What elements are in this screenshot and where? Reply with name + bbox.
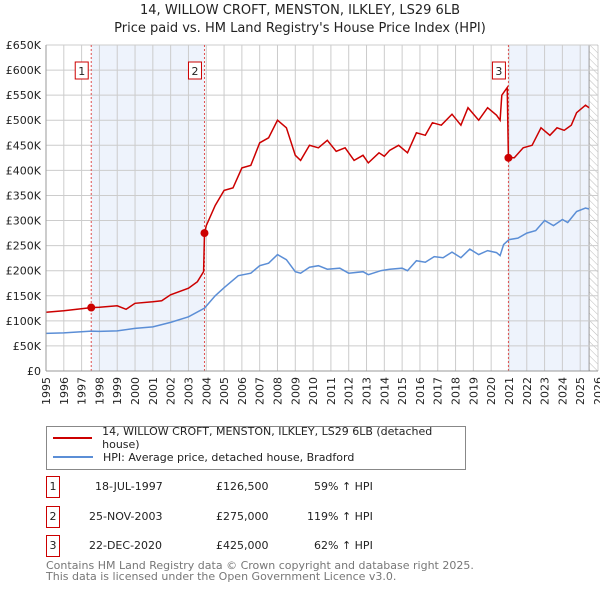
x-tick-label: 2002 (165, 377, 178, 405)
sale-date: 25-NOV-2003 (89, 510, 163, 523)
y-tick-label: £250K (6, 240, 42, 253)
x-tick-label: 2019 (467, 377, 480, 405)
x-tick-label: 2022 (521, 377, 534, 405)
y-tick-label: £550K (6, 89, 42, 102)
sale-hpi: 59% ↑ HPI (314, 480, 373, 493)
x-tick-label: 2008 (271, 377, 284, 405)
x-tick-label: 2015 (396, 377, 409, 405)
x-tick-label: 2018 (450, 377, 463, 405)
y-tick-label: £450K (6, 139, 42, 152)
sale-point (504, 153, 513, 162)
x-tick-label: 2003 (182, 377, 195, 405)
y-tick-label: £300K (6, 215, 42, 228)
sale-label-box (187, 61, 202, 80)
legend-item-hpi: HPI: Average price, detached house, Brad… (53, 449, 354, 465)
x-tick-label: 2021 (503, 377, 516, 405)
y-tick-label: £650K (6, 39, 42, 52)
sale-price: £126,500 (216, 480, 269, 493)
x-tick-label: 2010 (307, 377, 320, 405)
x-tick-label: 2009 (289, 377, 302, 405)
x-tick-label: 2005 (218, 377, 231, 405)
legend-item-property: 14, WILLOW CROFT, MENSTON, ILKLEY, LS29 … (53, 425, 465, 451)
sale-marker: 1 (46, 476, 60, 498)
footer-copyright: Contains HM Land Registry data © Crown c… (46, 559, 474, 572)
x-tick-label: 2025 (574, 377, 587, 405)
sale-row: 2 25-NOV-2003 £275,000 119% ↑ HPI (46, 506, 546, 528)
x-tick-label: 2026 (592, 377, 600, 405)
footer-licence: This data is licensed under the Open Gov… (46, 570, 397, 583)
sale-price: £425,000 (216, 539, 269, 552)
y-tick-label: £600K (6, 64, 42, 77)
y-tick-label: £100K (6, 315, 42, 328)
sale-label: 1 (78, 65, 85, 78)
sale-label-box (74, 61, 89, 80)
legend: 14, WILLOW CROFT, MENSTON, ILKLEY, LS29 … (46, 425, 466, 470)
x-tick-label: 2013 (361, 377, 374, 405)
x-tick-label: 2011 (325, 377, 338, 405)
legend-label: 14, WILLOW CROFT, MENSTON, ILKLEY, LS29 … (102, 425, 433, 451)
sale-date: 22-DEC-2020 (89, 539, 163, 552)
chart-subtitle: Price paid vs. HM Land Registry's House … (114, 21, 486, 36)
future-hatch (589, 45, 598, 371)
x-tick-label: 2014 (378, 377, 391, 405)
chart-title: 14, WILLOW CROFT, MENSTON, ILKLEY, LS29 … (140, 3, 460, 18)
y-tick-label: £400K (6, 164, 42, 177)
sale-price: £275,000 (216, 510, 269, 523)
y-tick-label: £150K (6, 290, 42, 303)
x-tick-label: 2004 (200, 377, 213, 405)
sale-marker: 3 (46, 535, 60, 557)
sale-point (200, 229, 209, 238)
x-tick-label: 1995 (40, 377, 53, 405)
footer: Contains HM Land Registry data © Crown c… (46, 560, 474, 582)
x-tick-label: 2020 (485, 377, 498, 405)
y-tick-label: £500K (6, 114, 42, 127)
x-tick-label: 2001 (147, 377, 160, 405)
series-line (45, 207, 590, 335)
price-chart: 1995 1996 1997 1998 1999 2000 2001 2002 2003 2004… (6, 39, 600, 405)
sale-label: 2 (191, 65, 198, 78)
sale-label: 3 (495, 65, 502, 78)
x-tick-label: 2024 (556, 377, 569, 405)
y-tick-label: £50K (13, 340, 42, 353)
y-tick-label: £0 (27, 365, 41, 378)
legend-swatch (53, 437, 93, 439)
sale-row: 1 18-JUL-1997 £126,500 59% ↑ HPI (46, 476, 546, 498)
legend-swatch (53, 456, 93, 458)
x-tick-label: 2016 (414, 377, 427, 405)
shaded-period-3 (508, 45, 590, 371)
x-tick-label: 2007 (254, 377, 267, 405)
x-tick-label: 2017 (432, 377, 445, 405)
sale-label-box (491, 61, 506, 80)
x-tick-label: 2000 (129, 377, 142, 405)
shaded-period-1-2 (91, 45, 205, 371)
legend-label: HPI: Average price, detached house, Brad… (103, 450, 355, 464)
sale-hpi: 62% ↑ HPI (314, 539, 373, 552)
sale-date: 18-JUL-1997 (95, 480, 163, 493)
x-tick-label: 2023 (539, 377, 552, 405)
y-tick-label: £200K (6, 265, 42, 278)
x-tick-label: 2006 (236, 377, 249, 405)
x-tick-label: 1999 (111, 377, 124, 405)
sale-marker: 2 (46, 506, 60, 528)
sale-row: 3 22-DEC-2020 £425,000 62% ↑ HPI (46, 535, 546, 557)
sale-hpi: 119% ↑ HPI (307, 510, 373, 523)
x-tick-label: 1998 (93, 377, 106, 405)
x-tick-label: 1997 (76, 377, 89, 405)
y-tick-label: £350K (6, 189, 42, 202)
x-tick-label: 1996 (58, 377, 71, 405)
x-tick-label: 2012 (343, 377, 356, 405)
sale-point (87, 303, 96, 312)
